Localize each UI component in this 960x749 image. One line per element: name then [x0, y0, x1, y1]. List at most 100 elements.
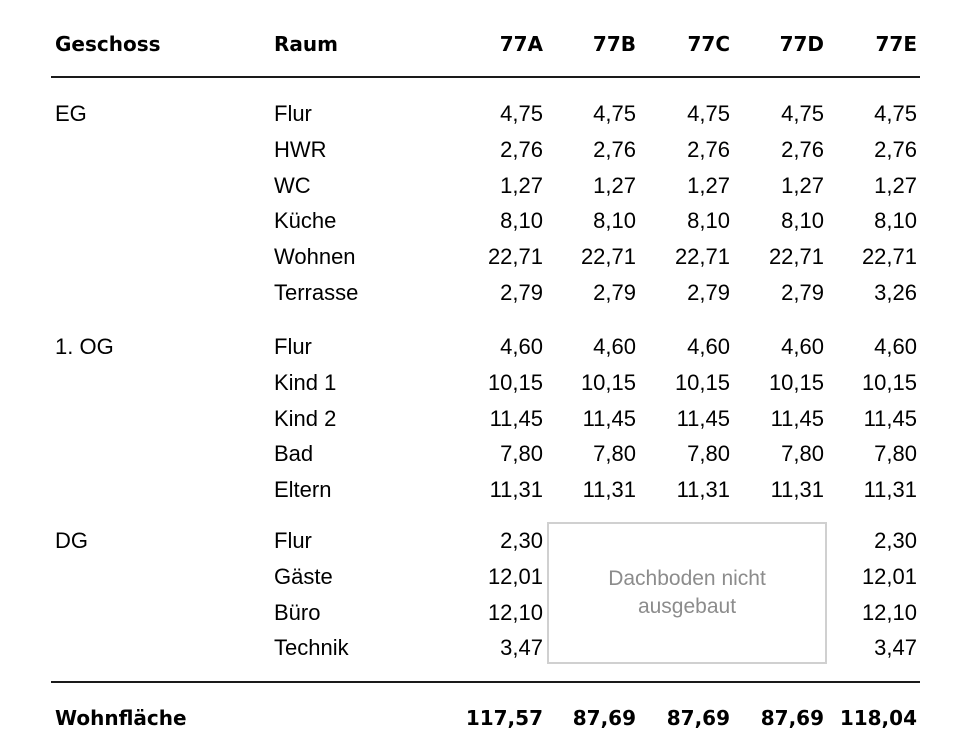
raum-label: HWR [274, 136, 327, 162]
area-value-77a: 1,27 [500, 172, 543, 198]
area-value-77c: 2,79 [687, 280, 730, 305]
area-value-77d: 11,31 [770, 477, 824, 503]
area-value-77c: 2,76 [687, 136, 730, 162]
table-row: EG Flur 4,75 4,75 4,75 4,75 4,75 [0, 100, 960, 128]
area-value-77e: 11,45 [863, 405, 917, 431]
area-value-77d: 4,75 [781, 101, 824, 126]
area-value-77d: 11,45 [770, 405, 824, 431]
table-row: WC 1,27 1,27 1,27 1,27 1,27 [0, 172, 960, 200]
table-row: Wohnen 22,71 22,71 22,71 22,71 22,71 [0, 243, 960, 271]
area-value-77a: 22,71 [487, 244, 543, 270]
area-value-77e: 2,76 [874, 136, 917, 162]
area-value-77d: 10,15 [768, 369, 824, 395]
total-77d: 87,69 [760, 706, 824, 730]
area-value-77d: 1,27 [781, 172, 824, 198]
header-unit-77c: 77C [687, 32, 730, 56]
area-value-77e: 12,01 [861, 563, 917, 589]
area-value-77d: 22,71 [768, 244, 824, 270]
area-value-77d: 4,60 [781, 334, 824, 359]
table-row: Büro 12,10 12,10 [0, 599, 960, 627]
area-value-77b: 2,79 [593, 280, 636, 305]
area-value-77c: 4,60 [687, 334, 730, 359]
raum-label: Büro [274, 599, 321, 625]
area-value-77e: 22,71 [861, 244, 917, 270]
area-value-77b: 4,75 [593, 101, 636, 126]
raum-label: Terrasse [274, 280, 359, 305]
table-header: Geschoss Raum 77A 77B 77C 77D 77E [0, 30, 960, 62]
raum-label: Flur [274, 528, 312, 553]
table-row: Eltern 11,31 11,31 11,31 11,31 11,31 [0, 476, 960, 504]
area-value-77b: 11,45 [582, 405, 636, 431]
total-row: Wohnfläche 117,57 87,69 87,69 87,69 118,… [0, 704, 960, 734]
header-raum: Raum [274, 32, 338, 56]
header-unit-77d: 77D [779, 32, 824, 56]
area-value-77e: 11,31 [863, 477, 917, 503]
area-value-77e: 4,60 [874, 334, 917, 359]
raum-label: Gäste [274, 563, 333, 589]
area-value-77a: 11,31 [489, 477, 543, 503]
header-unit-77e: 77E [875, 32, 918, 56]
raum-label: Wohnen [274, 244, 356, 270]
area-value-77a: 4,75 [500, 101, 543, 126]
raum-label: Eltern [274, 477, 332, 503]
area-value-77a: 7,80 [500, 441, 543, 467]
area-value-77a: 2,79 [500, 280, 543, 305]
area-value-77a: 3,47 [500, 635, 543, 661]
area-value-77a: 12,01 [487, 563, 543, 589]
dg-note-line2: ausgebaut [637, 595, 737, 618]
area-value-77d: 7,80 [781, 441, 824, 467]
total-divider [51, 681, 920, 683]
area-value-77c: 8,10 [687, 208, 730, 234]
raum-label: Flur [274, 334, 312, 359]
area-value-77e: 3,47 [874, 635, 917, 661]
area-value-77c: 11,45 [676, 405, 730, 431]
area-value-77b: 1,27 [593, 172, 636, 198]
raum-label: Technik [274, 635, 349, 661]
raum-label: Flur [274, 101, 312, 126]
area-value-77c: 22,71 [674, 244, 730, 270]
table-row: Küche 8,10 8,10 8,10 8,10 8,10 [0, 207, 960, 235]
total-77a: 117,57 [465, 706, 543, 730]
header-unit-77b: 77B [592, 32, 636, 56]
table-row: Terrasse 2,79 2,79 2,79 2,79 3,26 [0, 279, 960, 307]
raum-label: WC [274, 172, 311, 198]
table-row: Gäste 12,01 12,01 [0, 563, 960, 591]
table-row: Kind 1 10,15 10,15 10,15 10,15 10,15 [0, 369, 960, 397]
table-row: Kind 2 11,45 11,45 11,45 11,45 11,45 [0, 405, 960, 433]
header-divider [51, 76, 920, 78]
area-value-77a: 2,76 [500, 136, 543, 162]
area-value-77a: 2,30 [500, 528, 543, 553]
table-row: HWR 2,76 2,76 2,76 2,76 2,76 [0, 136, 960, 164]
raum-label: Kind 2 [274, 405, 337, 431]
area-value-77e: 8,10 [874, 208, 917, 234]
total-label: Wohnfläche [55, 706, 187, 730]
area-value-77c: 4,75 [687, 101, 730, 126]
header-unit-77a: 77A [499, 32, 543, 56]
area-value-77b: 4,60 [593, 334, 636, 359]
table-row: Bad 7,80 7,80 7,80 7,80 7,80 [0, 440, 960, 468]
geschoss-label: 1. OG [55, 334, 114, 359]
area-value-77b: 11,31 [582, 477, 636, 503]
area-value-77e: 3,26 [874, 280, 917, 305]
raum-label: Bad [274, 441, 314, 467]
total-77e: 118,04 [839, 706, 917, 730]
dg-note-box: Dachboden nicht ausgebaut [547, 522, 827, 664]
raum-label: Küche [274, 208, 337, 234]
area-value-77a: 8,10 [500, 208, 543, 234]
area-value-77d: 2,76 [781, 136, 824, 162]
area-value-77b: 22,71 [580, 244, 636, 270]
area-value-77a: 10,15 [487, 369, 543, 395]
area-value-77c: 1,27 [687, 172, 730, 198]
area-value-77e: 10,15 [861, 369, 917, 395]
total-77c: 87,69 [666, 706, 730, 730]
area-value-77e: 12,10 [861, 599, 917, 625]
area-value-77d: 2,79 [781, 280, 824, 305]
area-value-77e: 2,30 [874, 528, 917, 553]
area-value-77b: 10,15 [580, 369, 636, 395]
area-value-77c: 10,15 [674, 369, 730, 395]
geschoss-label: DG [55, 528, 88, 553]
total-77b: 87,69 [572, 706, 636, 730]
area-value-77c: 11,31 [676, 477, 730, 503]
area-value-77e: 7,80 [874, 441, 917, 467]
dg-note-line1: Dachboden nicht [608, 567, 766, 590]
